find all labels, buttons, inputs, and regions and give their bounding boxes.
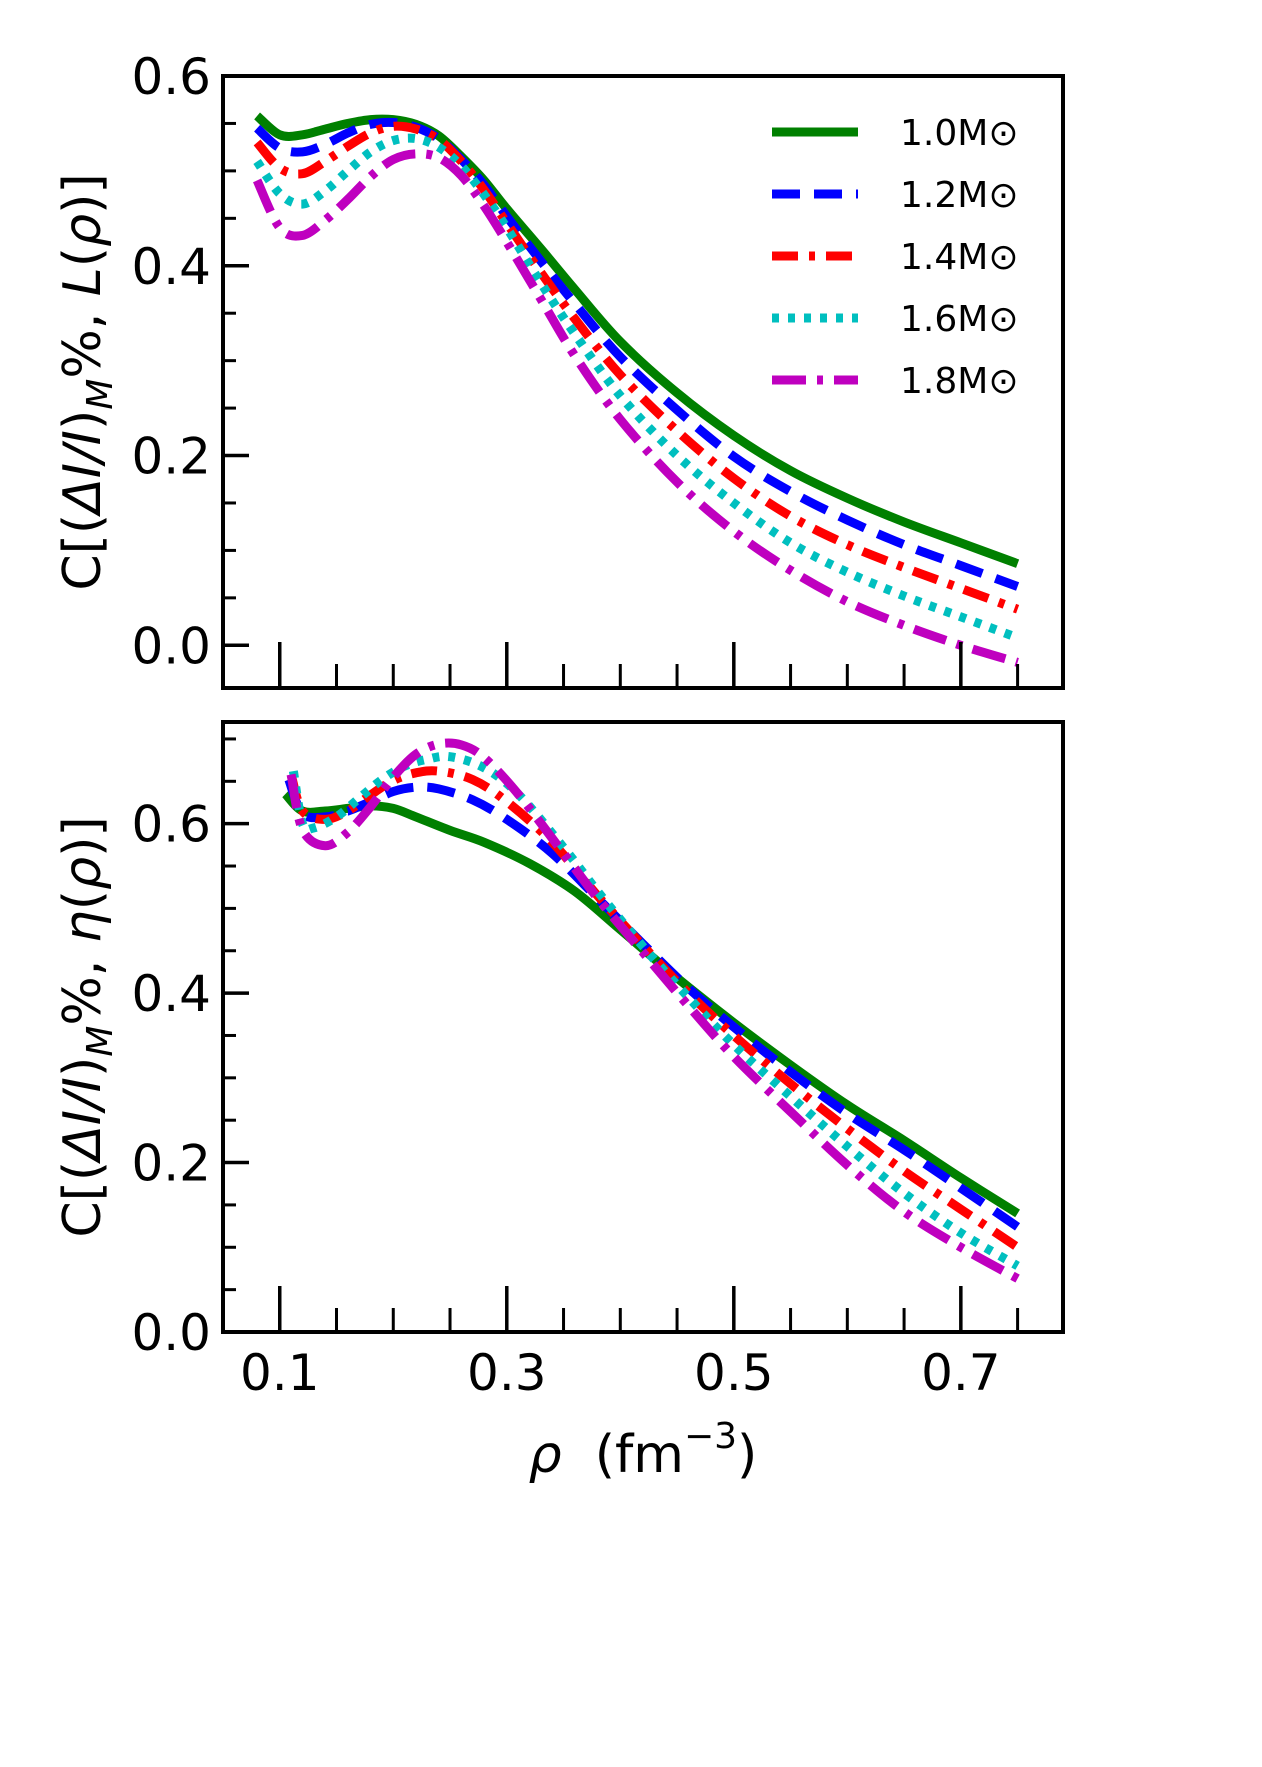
top-series-line-4 (253, 133, 1020, 642)
y-label-part: ) (53, 410, 113, 430)
x-tick-label: 0.7 (921, 1344, 1001, 1402)
y-label-part: C[( (53, 514, 113, 591)
x-label-part: ) (737, 1425, 757, 1485)
y-label-part: %, (53, 296, 113, 378)
y-label-part: ΔI/I (53, 1077, 113, 1165)
x-label-part: −3 (684, 1416, 737, 1457)
top-series-line-2 (254, 117, 1020, 591)
bottom-x-ticks: 0.1 0.3 0.5 0.7 (221, 1286, 1020, 1402)
bottom-plot-frame (221, 720, 1065, 1334)
y-label-part: C[( (53, 1161, 113, 1238)
legend-label: 1.2M⊙ (900, 175, 1018, 216)
legend-label: 1.6M⊙ (900, 299, 1018, 340)
panel-bottom-plot: 0.00.20.40.6 0.1 0.3 0.5 0.7 C[(ΔI/I)M%, η(… (53, 720, 1065, 1485)
y-label-part: ( (53, 247, 113, 267)
y-tick-label: 0.2 (131, 1135, 211, 1193)
bottom-y-ticks: 0.0 0.2 0.4 0.6 (131, 737, 249, 1362)
y-tick-label: 0.6 (131, 796, 211, 854)
legend-label: 1.0M⊙ (900, 113, 1018, 154)
y-label-part: L (53, 267, 113, 296)
y-label-part: ( (53, 890, 113, 910)
top-series-group (252, 112, 1020, 667)
x-tick-label: 0.1 (240, 1344, 320, 1402)
y-label-part: ρ (53, 857, 113, 890)
x-label-part: ρ (529, 1425, 562, 1485)
y-tick-label: 0.4 (131, 965, 211, 1023)
y-label-part: η (53, 910, 113, 943)
top-x-ticks (221, 642, 1020, 688)
y-label-part: )] (53, 173, 113, 214)
y-tick-label: 0.0 (131, 617, 211, 675)
legend-label: 1.4M⊙ (900, 237, 1018, 278)
top-plot-frame (221, 74, 1065, 690)
y-label-part: )] (53, 816, 113, 857)
x-tick-label: 0.3 (467, 1344, 547, 1402)
y-tick-label: 0.0 (131, 1304, 211, 1362)
top-series-line-1 (254, 112, 1020, 568)
y-label-part: ρ (53, 214, 113, 247)
y-label-part: ) (53, 1057, 113, 1077)
x-tick-label: 0.5 (694, 1344, 774, 1402)
panel-top-plot: 0.0 0.2 0.4 0.6 C[(ΔI/I)M%, L(ρ)] 1.0M⊙ 1.2M… (53, 48, 1065, 690)
x-label-part: (fm (562, 1425, 684, 1485)
bot-series-line-5 (286, 738, 1020, 1283)
top-series-line-5 (252, 149, 1019, 667)
legend: 1.0M⊙ 1.2M⊙ 1.4M⊙ 1.6M⊙ 1.8M⊙ (772, 113, 1018, 402)
bottom-series-group (282, 738, 1021, 1283)
bottom-y-axis-label: C[(ΔI/I)M%, η(ρ)] (53, 816, 121, 1237)
bottom-x-axis-label: ρ (fm−3) (529, 1416, 758, 1485)
y-label-part: %, (53, 943, 113, 1025)
top-y-ticks: 0.0 0.2 0.4 0.6 (131, 48, 249, 675)
legend-label: 1.8M⊙ (900, 361, 1018, 402)
y-tick-label: 0.2 (131, 428, 211, 486)
y-tick-label: 0.4 (131, 238, 211, 296)
y-label-part: M (80, 1026, 121, 1057)
y-tick-label: 0.6 (131, 48, 211, 106)
top-series-line-3 (253, 121, 1020, 614)
y-label-part: ΔI/I (53, 430, 113, 518)
y-label-part: M (80, 379, 121, 410)
top-y-axis-label: C[(ΔI/I)M%, L(ρ)] (53, 173, 121, 590)
